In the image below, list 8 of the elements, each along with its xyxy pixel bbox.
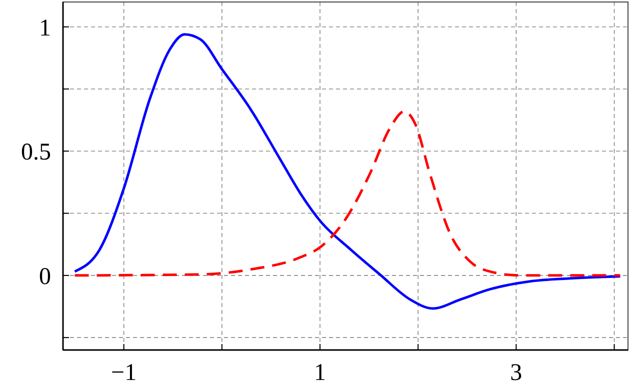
x-tick-label: −1 (111, 360, 137, 386)
x-tick-label: 1 (314, 360, 326, 386)
line-series (74, 110, 622, 277)
y-tick-label: 0.5 (21, 140, 51, 166)
x-tick-label: 3 (510, 360, 522, 386)
y-tick-label: 1 (39, 15, 51, 42)
line-series (74, 33, 622, 310)
y-tick-label: 0 (39, 264, 51, 290)
